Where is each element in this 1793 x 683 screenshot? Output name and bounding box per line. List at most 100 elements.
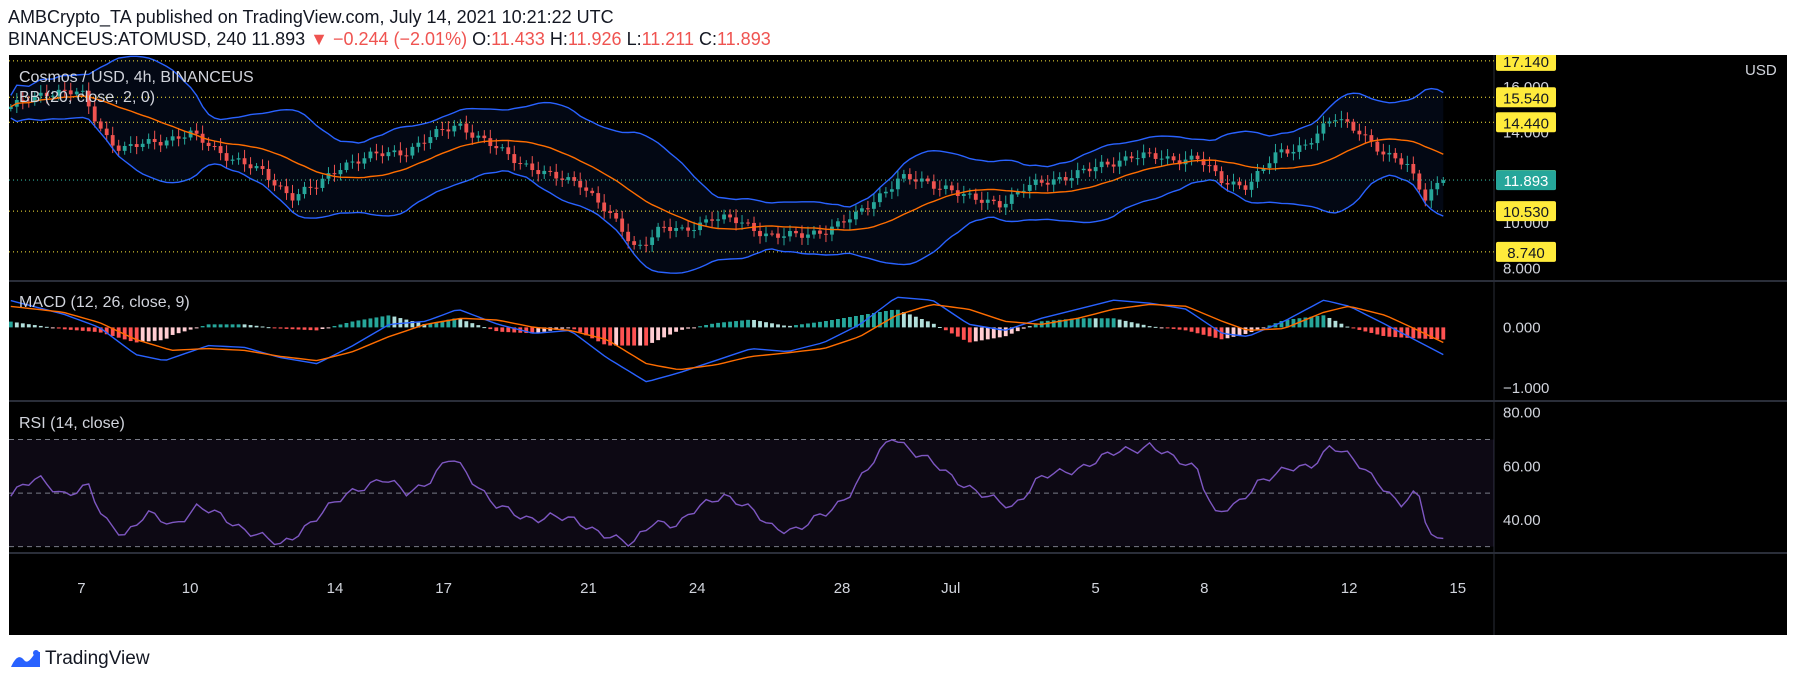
candle-body [128,144,133,146]
candle-body [164,140,169,146]
candle-body [895,178,900,190]
level-price-box [1496,87,1556,108]
macd-histogram-bar [422,324,427,328]
macd-histogram-bar [428,323,433,328]
macd-histogram-bar [830,319,834,328]
candle-body [428,137,433,144]
macd-histogram-bar [1177,327,1182,330]
rsi-pane: 40.00 60.00 80.00 [9,405,1541,548]
chart-area[interactable]: 8.00010.00012.00014.00016.00017.14015.54… [9,55,1787,635]
chart-canvas[interactable]: 8.00010.00012.00014.00016.00017.14015.54… [9,55,1787,635]
candle-body [1081,168,1086,171]
candle-body [326,173,331,179]
chart-header: AMBCrypto_TA published on TradingView.co… [0,0,1793,55]
candle-body [1045,182,1050,185]
macd-histogram-bar [806,323,810,328]
price-change: ▼ −0.244 (−2.01%) [310,29,468,49]
level-price-label: 17.140 [1503,55,1549,71]
macd-histogram-bar [236,324,241,328]
candle-body [1243,185,1248,190]
candle-body [146,138,151,144]
macd-histogram-bar [818,321,822,328]
time-tick-label: 12 [1341,580,1358,597]
macd-histogram-bar [1345,326,1350,328]
macd-histogram-bar [380,316,385,328]
macd-histogram-bar [32,325,37,328]
macd-histogram-bar [26,324,31,328]
level-price-box [1496,112,1556,133]
candle-body [1273,152,1278,164]
macd-histogram-bar [919,319,924,328]
macd-histogram-bar [1381,327,1386,336]
candle-body [883,191,888,194]
candle-body [1261,167,1266,171]
candle-body [1429,189,1434,201]
candle-body [314,187,319,189]
current-price-box [1496,170,1556,191]
macd-histogram-bar [704,324,708,328]
rsi-tick-label: 80.00 [1503,405,1541,422]
candle-body [662,226,667,228]
candle-body [1279,149,1284,153]
macd-histogram-bar [1441,327,1446,340]
candle-body [38,92,43,96]
candle-body [446,129,451,132]
macd-histogram-bar [1333,320,1338,328]
macd-histogram-bar [698,326,702,328]
candle-body [332,173,337,175]
candle-body [1003,203,1008,208]
macd-histogram-bar [1075,318,1080,328]
candle-body [1399,158,1404,165]
candle-body [1327,121,1332,124]
low-label: L: [626,29,642,49]
candle-body [500,147,505,149]
macd-pane-title: MACD (12, 26, close, 9) [19,294,190,311]
candle-body [1375,141,1380,152]
bb-basis-line [10,95,1444,231]
candle-body [758,230,762,237]
macd-histogram-bar [530,327,535,334]
candle-body [566,177,571,180]
candle-body [1303,144,1308,146]
candle-body [776,233,780,238]
last-price: 11.893 [251,29,306,49]
candle-body [1237,181,1242,186]
candle-body [32,95,37,103]
macd-histogram-bar [859,314,864,328]
candle-body [1213,165,1218,172]
macd-histogram-bar [734,321,738,328]
time-axis: 7 10 14 17 21 24 28 Jul 5 8 12 15 [77,580,1466,597]
macd-histogram-bar [728,321,732,328]
macd-histogram-bar [1099,318,1104,328]
time-tick-label: 7 [77,580,85,597]
candle-body [1219,171,1224,184]
macd-histogram-bar [596,327,601,342]
macd-histogram-bar [464,321,469,328]
candle-body [680,227,685,229]
tradingview-brand[interactable]: TradingView [45,648,150,669]
candle-body [1393,152,1398,159]
candle-body [260,166,265,169]
tradingview-logo-icon[interactable] [10,647,42,669]
macd-histogram-bar [1171,327,1176,329]
macd-histogram-bar [86,327,91,332]
macd-histogram-bar [1189,327,1194,332]
macd-histogram-bar [296,327,301,330]
candle-body [746,222,750,224]
macd-histogram-bar [92,327,97,332]
candle-body [410,146,415,156]
macd-histogram-bar [1321,315,1326,328]
macd-histogram-bar [746,319,750,328]
candle-body [98,121,103,129]
macd-histogram-bar [1435,327,1440,340]
candle-body [536,170,541,175]
macd-histogram-bar [848,316,852,328]
candle-body [74,91,79,95]
macd-histogram-bar [38,325,43,328]
time-tick-label: 15 [1449,580,1466,597]
candle-body [1339,119,1344,121]
candle-body [602,202,607,212]
level-price-label: 10.530 [1503,204,1549,221]
time-tick-label: 5 [1091,580,1099,597]
candle-body [1333,120,1338,122]
